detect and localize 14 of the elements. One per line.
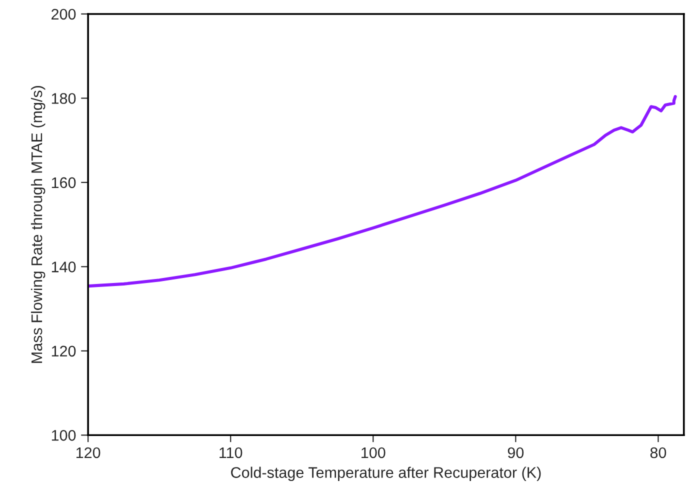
y-tick-label: 120 <box>52 346 76 357</box>
x-tick-label: 110 <box>220 447 242 458</box>
y-tick-label: 140 <box>52 262 76 272</box>
x-tick-label: 90 <box>508 447 524 458</box>
y-tick-label: 160 <box>52 177 76 188</box>
x-axis-title: Cold-stage Temperature after Recuperator (K) <box>231 466 541 481</box>
line-series <box>88 94 677 288</box>
x-tick-label: 80 <box>650 447 666 458</box>
y-tick-label: 200 <box>52 8 76 20</box>
y-tick-label: 180 <box>52 93 76 104</box>
x-tick-label: 100 <box>362 447 386 458</box>
y-tick-label: 100 <box>52 430 76 441</box>
y-axis-title: Mass Flowing Rate through MTAE (mg/s) <box>30 86 46 363</box>
x-tick-label: 120 <box>76 447 100 458</box>
